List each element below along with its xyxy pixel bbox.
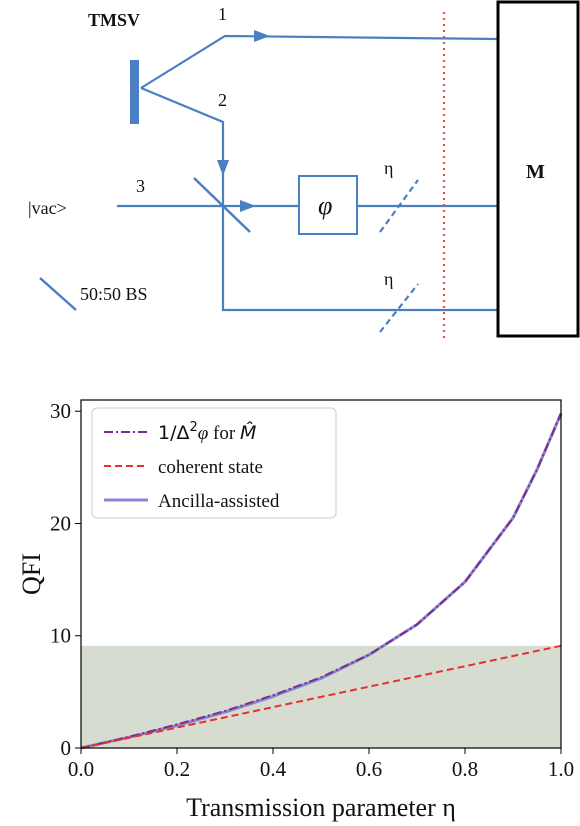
loss-mode-3 bbox=[379, 179, 419, 233]
x-tick-label-3: 0.6 bbox=[356, 757, 382, 781]
legend-box bbox=[91, 407, 337, 519]
bs-legend-label: 50:50 BS bbox=[80, 284, 148, 304]
mode-1-arrow bbox=[254, 30, 270, 42]
legend-label-inverse-variance: 1/Δ2φ for M̂ bbox=[158, 420, 256, 444]
mode-2-arrow bbox=[217, 160, 229, 176]
phase-box bbox=[298, 175, 358, 235]
tmsv-label: TMSV bbox=[88, 10, 140, 30]
plot-frame bbox=[80, 399, 562, 749]
loss-mode-2 bbox=[379, 283, 419, 333]
mode-2-beam bbox=[140, 86, 498, 312]
phase-label: φ bbox=[318, 191, 332, 220]
mode-1-beam bbox=[140, 34, 499, 89]
mode-2-label: 2 bbox=[218, 90, 227, 110]
x-tick-label-5: 1.0 bbox=[548, 757, 574, 781]
x-axis-label: Transmission parameter η bbox=[186, 793, 456, 822]
legend-label-coherent: coherent state bbox=[158, 457, 263, 478]
mode-3-arrow bbox=[240, 200, 256, 212]
y-tick-label-3: 30 bbox=[50, 399, 71, 423]
y-tick-label-0: 0 bbox=[61, 736, 72, 760]
bs-legend-symbol bbox=[39, 277, 77, 311]
mode-3-label: 3 bbox=[136, 176, 145, 196]
tmsv-source bbox=[130, 60, 139, 124]
measurement-label: M bbox=[526, 161, 545, 183]
series-line-2 bbox=[80, 644, 562, 749]
y-axis-label: QFI bbox=[17, 553, 46, 595]
mode-1-label: 1 bbox=[218, 4, 227, 24]
x-tick-label-1: 0.2 bbox=[164, 757, 190, 781]
x-tick-label-2: 0.4 bbox=[260, 757, 287, 781]
qfi-chart: 0.0 0.2 0.4 0.6 0.8 1.0 0 10 20 30 Transmission pa… bbox=[17, 399, 574, 822]
vacuum-label: |vac> bbox=[28, 198, 67, 218]
series-line-1 bbox=[80, 413, 562, 749]
beam-splitter bbox=[193, 177, 251, 233]
x-tick-label-0: 0.0 bbox=[68, 757, 94, 781]
loss-mode-3-label: η bbox=[384, 158, 393, 178]
y-tick-label-1: 10 bbox=[50, 624, 71, 648]
setup-diagram: TMSV 1 2 |vac> 3 φ η η M 50:50 BS bbox=[28, 0, 580, 342]
x-tick-label-4: 0.8 bbox=[452, 757, 478, 781]
loss-mode-2-label: η bbox=[384, 269, 393, 289]
legend-label-ancilla: Ancilla-assisted bbox=[158, 491, 280, 512]
y-tick-label-2: 20 bbox=[50, 511, 71, 535]
measurement-box bbox=[496, 0, 580, 338]
